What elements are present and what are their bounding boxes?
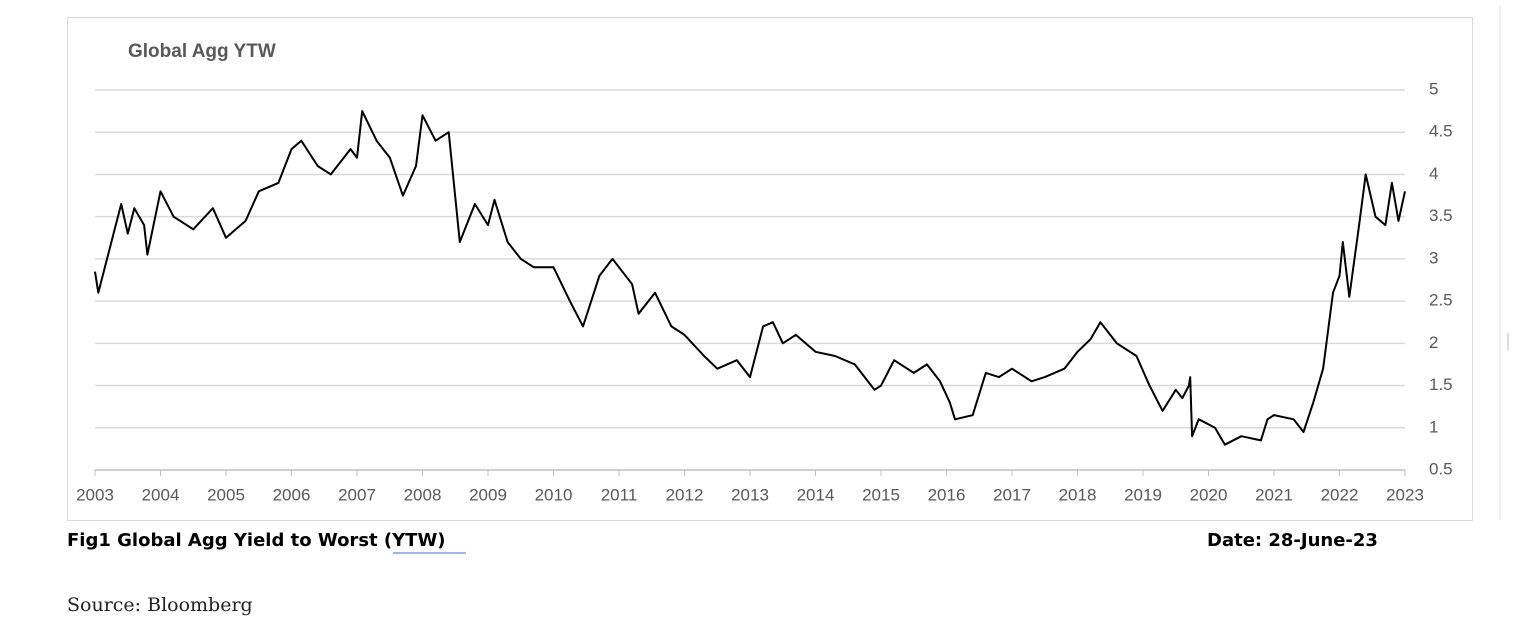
- y-tick-label: 3.5: [1429, 206, 1453, 225]
- date: Date: 28-June-23: [1207, 530, 1378, 551]
- x-tick-label: 2007: [338, 485, 376, 504]
- y-tick-label: 4: [1429, 164, 1438, 183]
- x-tick-label: 2013: [731, 485, 769, 504]
- x-tick-label: 2019: [1124, 485, 1162, 504]
- y-tick-label: 2: [1429, 333, 1438, 352]
- x-tick-label: 2011: [601, 485, 638, 504]
- y-tick-label: 3: [1429, 248, 1438, 267]
- source: Source: Bloomberg: [67, 594, 253, 616]
- x-tick-label: 2023: [1386, 485, 1424, 504]
- x-tick-label: 2008: [404, 485, 442, 504]
- chart-frame: [67, 17, 1473, 521]
- data-line: [94, 110, 1406, 446]
- x-tick-label: 2012: [666, 485, 704, 504]
- caption: Fig1 Global Agg Yield to Worst (YTW): [67, 530, 446, 551]
- x-tick-label: 2016: [928, 485, 966, 504]
- x-tick-label: 2014: [797, 485, 835, 504]
- x-tick-label: 2004: [142, 485, 180, 504]
- x-tick-label: 2010: [535, 485, 573, 504]
- x-tick-label: 2017: [993, 485, 1031, 504]
- x-tick-label: 2009: [469, 485, 507, 504]
- x-tick-label: 2022: [1321, 485, 1359, 504]
- x-tick-label: 2015: [862, 485, 900, 504]
- x-tick-label: 2020: [1190, 485, 1228, 504]
- x-tick-label: 2005: [207, 485, 245, 504]
- y-tick-label: 1.5: [1429, 375, 1453, 394]
- y-tick-label: 0.5: [1429, 459, 1453, 478]
- chart-title: Global Agg YTW: [128, 41, 276, 62]
- y-tick-label: 5: [1429, 79, 1438, 98]
- x-tick-label: 2018: [1059, 485, 1097, 504]
- y-tick-label: 4.5: [1429, 122, 1453, 141]
- y-tick-label: 2.5: [1429, 291, 1453, 310]
- x-tick-label: 2003: [76, 485, 114, 504]
- x-tick-label: 2021: [1255, 485, 1293, 504]
- x-tick-label: 2006: [273, 485, 311, 504]
- y-tick-label: 1: [1429, 417, 1438, 436]
